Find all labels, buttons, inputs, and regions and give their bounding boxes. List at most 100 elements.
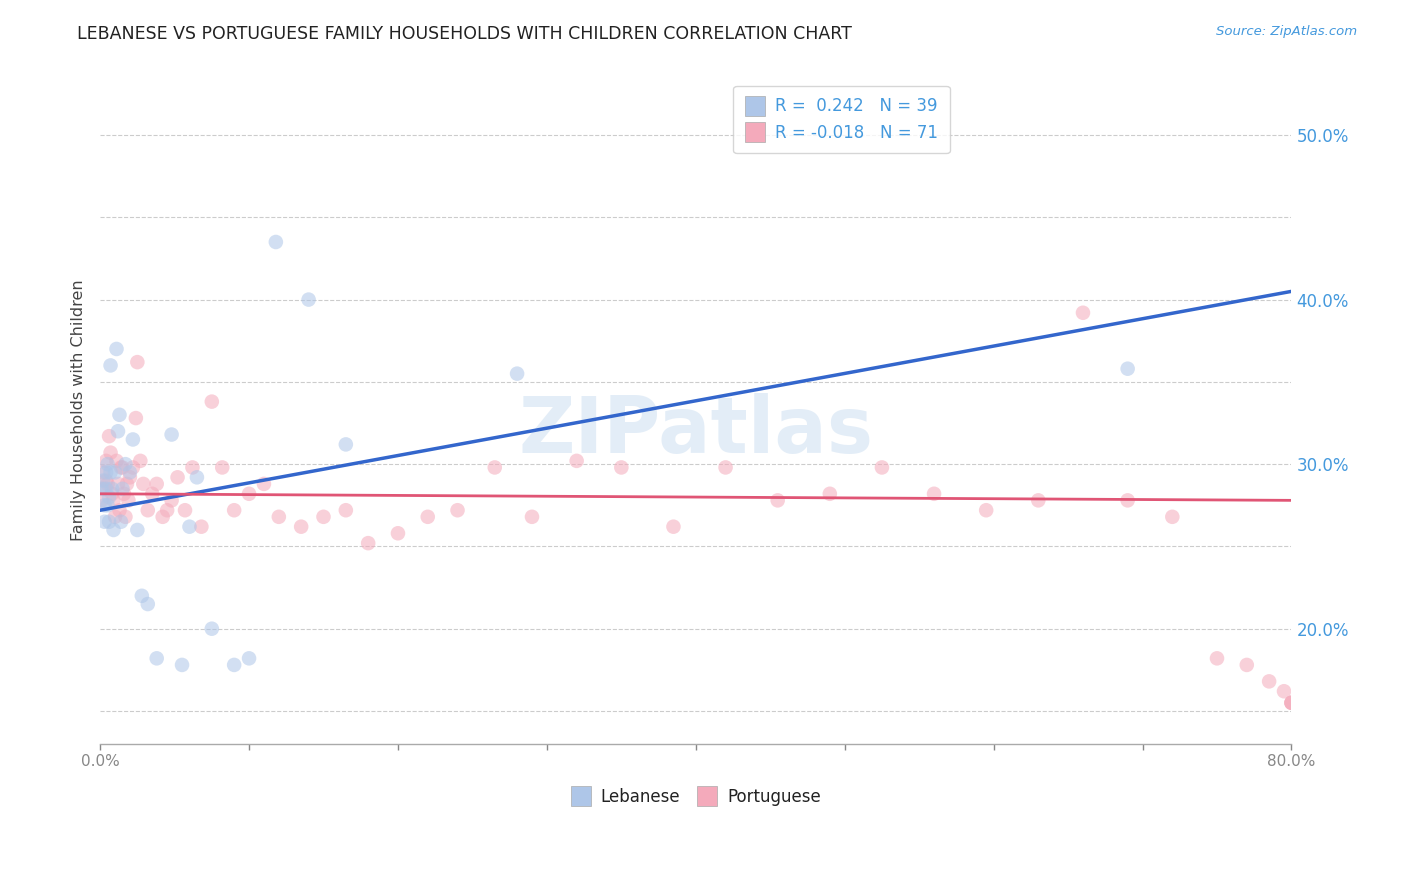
Point (110, 460, 132, 475)
Point (1206, 651, 1229, 665)
Point (90, 482, 112, 496)
Point (484, 460, 506, 475)
Point (115, 476, 138, 491)
Point (179, 519, 201, 533)
Point (506, 367, 529, 381)
Point (1161, 509, 1184, 524)
Point (91, 466, 114, 480)
Point (94, 474, 117, 488)
Point (267, 509, 290, 524)
Point (170, 657, 193, 672)
Point (253, 476, 276, 491)
Point (131, 589, 153, 603)
Point (94, 482, 117, 496)
Point (335, 503, 357, 517)
Point (446, 503, 468, 517)
Point (974, 503, 997, 517)
Point (264, 235, 287, 249)
Point (93, 498, 115, 512)
Point (238, 651, 260, 665)
Point (132, 476, 155, 491)
Point (103, 523, 125, 537)
Point (90, 493, 112, 508)
Point (98, 429, 121, 443)
Point (387, 526, 409, 541)
Point (145, 476, 167, 491)
Point (201, 394, 224, 409)
Point (117, 493, 139, 508)
Point (122, 460, 145, 475)
Point (100, 359, 122, 373)
Point (160, 427, 183, 442)
Point (112, 487, 135, 501)
Point (104, 509, 127, 524)
Point (1272, 684, 1295, 698)
Point (312, 509, 335, 524)
Point (122, 433, 145, 447)
Point (98, 515, 121, 529)
Point (766, 493, 789, 508)
Point (186, 470, 208, 484)
Point (97, 457, 120, 471)
Point (1026, 493, 1049, 508)
Point (565, 454, 588, 468)
Legend: Lebanese, Portuguese: Lebanese, Portuguese (564, 780, 828, 813)
Point (104, 466, 127, 480)
Point (111, 460, 134, 475)
Point (174, 503, 197, 517)
Point (160, 493, 183, 508)
Point (297, 293, 319, 307)
Point (108, 408, 131, 422)
Point (111, 482, 134, 496)
Point (145, 651, 167, 665)
Point (91, 474, 114, 488)
Point (662, 519, 685, 533)
Y-axis label: Family Households with Children: Family Households with Children (72, 280, 86, 541)
Point (714, 460, 737, 475)
Point (922, 487, 945, 501)
Point (105, 342, 128, 356)
Point (224, 657, 246, 672)
Point (870, 460, 893, 475)
Point (224, 503, 246, 517)
Point (136, 597, 159, 611)
Point (1116, 361, 1139, 376)
Point (118, 470, 141, 484)
Point (1071, 306, 1094, 320)
Point (156, 503, 179, 517)
Point (166, 470, 188, 484)
Point (110, 515, 132, 529)
Point (357, 536, 380, 550)
Point (129, 454, 152, 468)
Point (94, 454, 117, 468)
Point (610, 460, 633, 475)
Point (190, 519, 212, 533)
Point (100, 466, 122, 480)
Point (114, 509, 136, 524)
Point (100, 445, 122, 459)
Point (97, 476, 120, 491)
Point (181, 460, 204, 475)
Point (103, 493, 125, 508)
Point (818, 487, 841, 501)
Point (141, 487, 163, 501)
Point (211, 460, 233, 475)
Point (101, 482, 124, 496)
Point (127, 523, 149, 537)
Text: ZIPatlas: ZIPatlas (519, 392, 873, 468)
Point (136, 503, 159, 517)
Point (238, 487, 260, 501)
Point (127, 355, 149, 369)
Point (93, 515, 115, 529)
Point (416, 509, 439, 524)
Point (94, 466, 117, 480)
Point (125, 411, 148, 425)
Point (1116, 493, 1139, 508)
Point (1281, 696, 1303, 710)
Point (1236, 657, 1258, 672)
Point (105, 454, 128, 468)
Text: LEBANESE VS PORTUGUESE FAMILY HOUSEHOLDS WITH CHILDREN CORRELATION CHART: LEBANESE VS PORTUGUESE FAMILY HOUSEHOLDS… (77, 25, 852, 43)
Point (1258, 674, 1281, 689)
Point (93, 482, 115, 496)
Point (1281, 696, 1303, 710)
